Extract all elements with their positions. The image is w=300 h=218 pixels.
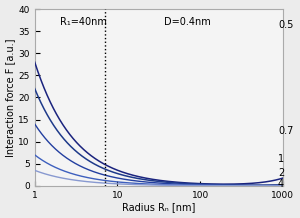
Text: 1: 1	[278, 154, 284, 164]
Text: 0.5: 0.5	[278, 20, 293, 29]
Y-axis label: Interaction force F [a.u.]: Interaction force F [a.u.]	[6, 38, 16, 157]
X-axis label: Radius Rₙ [nm]: Radius Rₙ [nm]	[122, 203, 196, 213]
Text: 0.7: 0.7	[278, 126, 293, 136]
Text: 4: 4	[278, 179, 284, 189]
Text: R₁=40nm: R₁=40nm	[59, 17, 106, 27]
Text: 2: 2	[278, 169, 284, 179]
Text: D=0.4nm: D=0.4nm	[164, 17, 211, 27]
